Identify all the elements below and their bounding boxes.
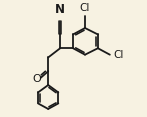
Text: Cl: Cl xyxy=(80,3,90,13)
Text: N: N xyxy=(55,3,65,16)
Text: Cl: Cl xyxy=(113,50,124,60)
Text: O: O xyxy=(33,74,42,84)
